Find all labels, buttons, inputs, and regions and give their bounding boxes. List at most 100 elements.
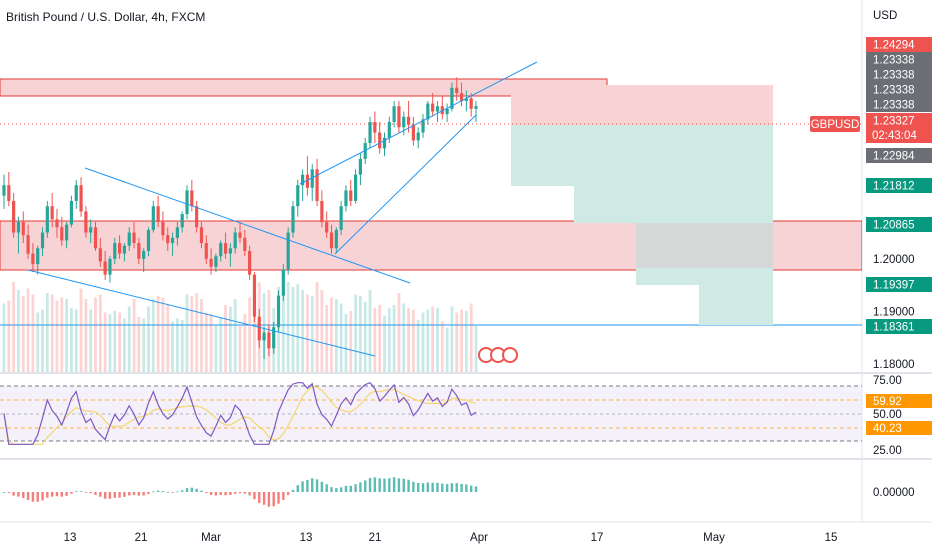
candle[interactable] [411, 116, 415, 146]
candle[interactable] [387, 116, 391, 144]
candle[interactable] [406, 100, 411, 133]
candle[interactable] [146, 227, 151, 257]
time-axis[interactable]: 13 21 Mar 13 21 Apr 17 May 15 [64, 532, 838, 544]
candle[interactable] [301, 169, 305, 201]
candle[interactable] [103, 250, 107, 280]
candle[interactable] [117, 235, 122, 259]
candle[interactable] [36, 245, 40, 275]
candle[interactable] [262, 327, 266, 359]
candle[interactable] [334, 227, 338, 254]
candle[interactable] [50, 193, 54, 228]
event-flags[interactable] [478, 347, 518, 363]
candle[interactable] [248, 245, 252, 280]
candle[interactable] [40, 227, 45, 257]
candle[interactable] [310, 164, 314, 201]
candle[interactable] [455, 77, 459, 101]
candle[interactable] [55, 208, 59, 238]
candle[interactable] [243, 229, 247, 257]
candle[interactable] [320, 190, 324, 228]
candle[interactable] [435, 100, 440, 122]
candles[interactable] [2, 77, 478, 359]
candle[interactable] [219, 240, 223, 262]
candle[interactable] [378, 122, 382, 154]
price-pane[interactable] [0, 61, 862, 372]
candle[interactable] [440, 95, 444, 120]
candle[interactable] [325, 211, 329, 238]
candle[interactable] [349, 179, 353, 207]
candle[interactable] [156, 195, 160, 228]
candle[interactable] [344, 185, 348, 212]
candle[interactable] [108, 256, 112, 283]
candle[interactable] [21, 211, 25, 244]
candle[interactable] [228, 243, 232, 267]
candle[interactable] [353, 169, 358, 204]
candle[interactable] [195, 200, 199, 233]
candle[interactable] [65, 222, 69, 249]
candle[interactable] [180, 211, 184, 233]
candle[interactable] [45, 200, 49, 238]
candle[interactable] [7, 172, 11, 207]
rsi-pane[interactable]: 75.00 59.92 50.00 40.23 25.00 [0, 375, 932, 457]
candle[interactable] [426, 100, 430, 125]
candle[interactable] [209, 248, 213, 275]
candle[interactable] [305, 156, 310, 196]
candle[interactable] [431, 93, 435, 117]
candle[interactable] [79, 177, 83, 217]
wedge-upper-trendline[interactable] [299, 61, 538, 185]
candle[interactable] [368, 116, 372, 149]
candle[interactable] [469, 93, 473, 117]
candle[interactable] [416, 127, 420, 149]
candle[interactable] [113, 237, 117, 265]
candle[interactable] [185, 185, 189, 220]
candle[interactable] [122, 243, 127, 262]
candle[interactable] [392, 100, 396, 128]
candle[interactable] [223, 232, 228, 259]
candle[interactable] [281, 264, 285, 301]
candle[interactable] [474, 100, 478, 122]
candle[interactable] [84, 206, 88, 238]
candle[interactable] [402, 111, 406, 136]
candle[interactable] [233, 227, 237, 254]
candle[interactable] [26, 224, 30, 259]
us-flag-icon[interactable] [502, 347, 518, 363]
candle[interactable] [459, 82, 464, 107]
candle[interactable] [2, 174, 6, 209]
candle[interactable] [204, 235, 208, 265]
macd-histogram[interactable] [2, 477, 478, 507]
candle[interactable] [74, 179, 78, 209]
candle[interactable] [450, 82, 454, 112]
candle[interactable] [12, 193, 16, 238]
candle[interactable] [421, 114, 425, 138]
channel-lower-trendline[interactable] [27, 269, 376, 357]
candle[interactable] [132, 222, 136, 249]
candle[interactable] [93, 222, 98, 251]
candle[interactable] [199, 222, 204, 249]
candle[interactable] [445, 103, 449, 122]
channel-upper-trendline[interactable] [84, 167, 411, 284]
candle[interactable] [60, 216, 64, 246]
candle[interactable] [296, 179, 300, 217]
candle[interactable] [329, 224, 334, 254]
candle[interactable] [397, 100, 401, 133]
candle[interactable] [252, 272, 257, 322]
candle[interactable] [339, 200, 343, 236]
candle[interactable] [142, 248, 146, 272]
candle[interactable] [166, 227, 170, 251]
candle[interactable] [137, 237, 141, 265]
candle[interactable] [190, 179, 194, 212]
candle[interactable] [170, 232, 175, 257]
candle[interactable] [358, 153, 363, 186]
candle[interactable] [272, 322, 276, 354]
candle[interactable] [151, 200, 155, 233]
candle[interactable] [382, 132, 387, 157]
wedge-lower-trendline[interactable] [334, 114, 477, 255]
candle[interactable] [16, 216, 21, 254]
candle[interactable] [257, 308, 261, 349]
candle[interactable] [214, 253, 218, 272]
candle[interactable] [31, 243, 35, 272]
candle[interactable] [373, 111, 377, 144]
candle[interactable] [89, 219, 93, 244]
symbol-badge[interactable] [810, 116, 860, 132]
candle[interactable] [98, 237, 102, 267]
